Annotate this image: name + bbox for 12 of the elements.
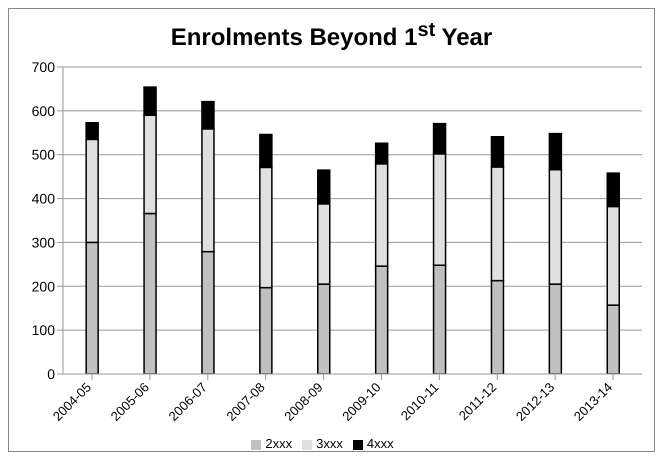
legend-label: 4xxx (366, 436, 394, 451)
y-tick-label: 200 (32, 278, 56, 294)
y-tick-label: 100 (32, 322, 56, 338)
legend-label: 3xxx (316, 436, 343, 451)
y-tick-label: 300 (32, 234, 56, 250)
y-tick-label: 600 (32, 102, 56, 119)
y-tick-label: 700 (32, 58, 56, 75)
chart-title: Enrolments Beyond 1$^{st}$ Year (170, 18, 494, 53)
y-tick-label: 500 (32, 146, 56, 163)
y-tick-label: 400 (32, 190, 56, 207)
legend-label: 2xxx (265, 436, 292, 451)
y-tick-label: 0 (47, 366, 56, 382)
